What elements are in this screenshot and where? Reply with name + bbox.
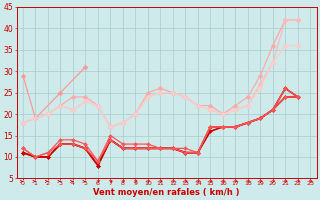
X-axis label: Vent moyen/en rafales ( km/h ): Vent moyen/en rafales ( km/h )	[93, 188, 240, 197]
